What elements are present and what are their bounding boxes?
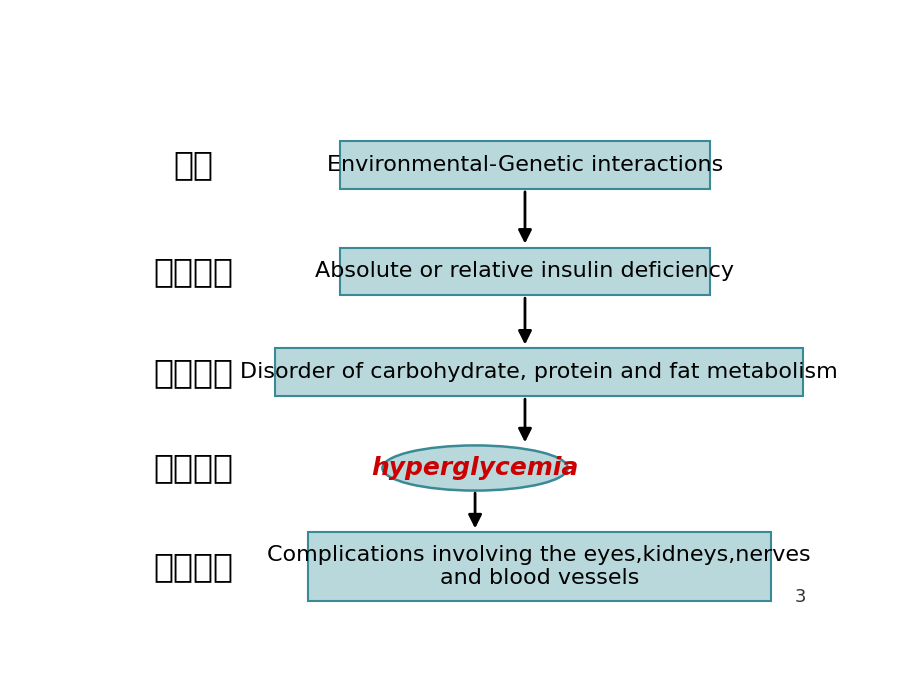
Text: Disorder of carbohydrate, protein and fat metabolism: Disorder of carbohydrate, protein and fa…: [240, 362, 837, 382]
Text: Environmental-Genetic interactions: Environmental-Genetic interactions: [326, 155, 722, 175]
FancyBboxPatch shape: [339, 141, 709, 189]
FancyBboxPatch shape: [307, 532, 770, 601]
Text: 病因: 病因: [174, 148, 213, 181]
FancyBboxPatch shape: [275, 348, 802, 396]
Text: 病理生理: 病理生理: [153, 356, 233, 389]
FancyBboxPatch shape: [339, 248, 709, 295]
Text: Absolute or relative insulin deficiency: Absolute or relative insulin deficiency: [315, 262, 733, 282]
Text: hyperglycemia: hyperglycemia: [371, 456, 578, 480]
Text: 最终结局: 最终结局: [153, 550, 233, 583]
Text: 共同特征: 共同特征: [153, 451, 233, 484]
Text: 3: 3: [794, 588, 806, 606]
Ellipse shape: [382, 446, 567, 491]
Text: Complications involving the eyes,kidneys,nerves
and blood vessels: Complications involving the eyes,kidneys…: [267, 544, 811, 588]
Text: 发病机制: 发病机制: [153, 255, 233, 288]
